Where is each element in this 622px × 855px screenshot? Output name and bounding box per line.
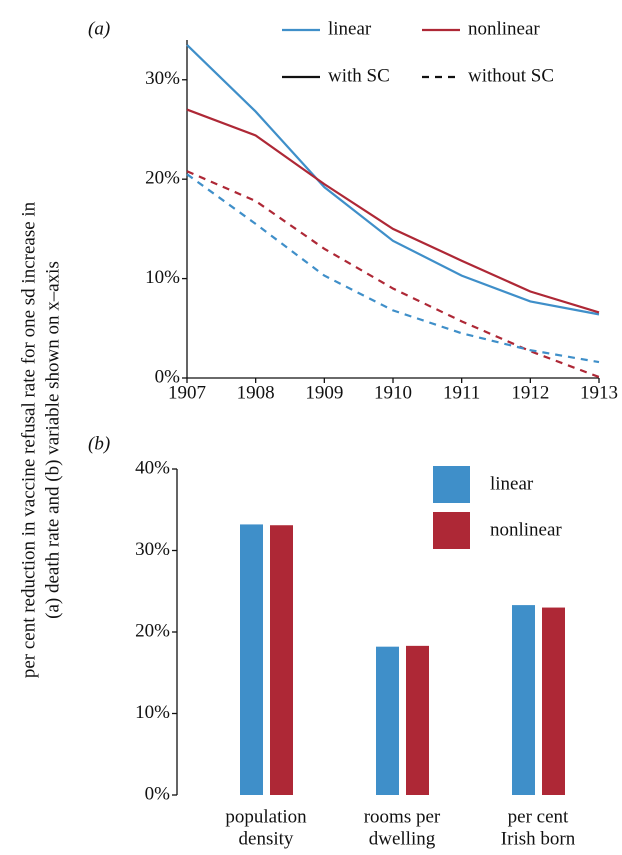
x-tick-label: dwelling [369, 828, 436, 849]
y-tick-label: 0% [145, 783, 171, 804]
bar [240, 524, 263, 795]
y-axis-label: (a) death rate and (b) variable shown on… [42, 261, 63, 619]
legend-swatch [433, 466, 470, 503]
x-tick-label: rooms per [364, 806, 441, 827]
x-tick-label: 1909 [305, 382, 343, 403]
y-tick-label: 10% [135, 702, 170, 723]
legend-swatch [433, 512, 470, 549]
x-tick-label: 1907 [168, 382, 206, 403]
bar [270, 525, 293, 795]
y-tick-label: 30% [135, 539, 170, 560]
bar [542, 607, 565, 795]
y-tick-label: 40% [135, 457, 170, 478]
line-series [186, 173, 600, 364]
legend-label: without SC [468, 65, 554, 86]
legend-label: with SC [328, 65, 390, 86]
legend-label: linear [490, 473, 534, 494]
x-tick-label: 1910 [374, 382, 412, 403]
line-series [186, 170, 600, 379]
x-tick-label: per cent [508, 806, 569, 827]
x-tick-label: population [225, 806, 307, 827]
legend-label: nonlinear [490, 519, 562, 540]
legend-label: linear [328, 18, 372, 39]
legend-label: nonlinear [468, 18, 540, 39]
y-tick-label: 30% [145, 68, 180, 89]
x-tick-label: density [239, 828, 294, 849]
y-axis-label: per cent reduction in vaccine refusal ra… [18, 201, 39, 678]
bar [512, 605, 535, 795]
line-series [186, 108, 600, 314]
x-tick-label: 1911 [443, 382, 480, 403]
bar [406, 645, 429, 795]
y-tick-label: 0% [155, 366, 181, 387]
x-tick-label: Irish born [501, 828, 576, 849]
y-tick-label: 20% [145, 168, 180, 189]
y-tick-label: 20% [135, 620, 170, 641]
x-tick-label: 1913 [580, 382, 618, 403]
panel-label: (b) [88, 433, 110, 454]
line-series [186, 44, 600, 316]
panel-label: (a) [88, 18, 110, 39]
x-tick-label: 1908 [237, 382, 275, 403]
x-tick-label: 1912 [511, 382, 549, 403]
y-tick-label: 10% [145, 267, 180, 288]
bar [376, 646, 399, 795]
